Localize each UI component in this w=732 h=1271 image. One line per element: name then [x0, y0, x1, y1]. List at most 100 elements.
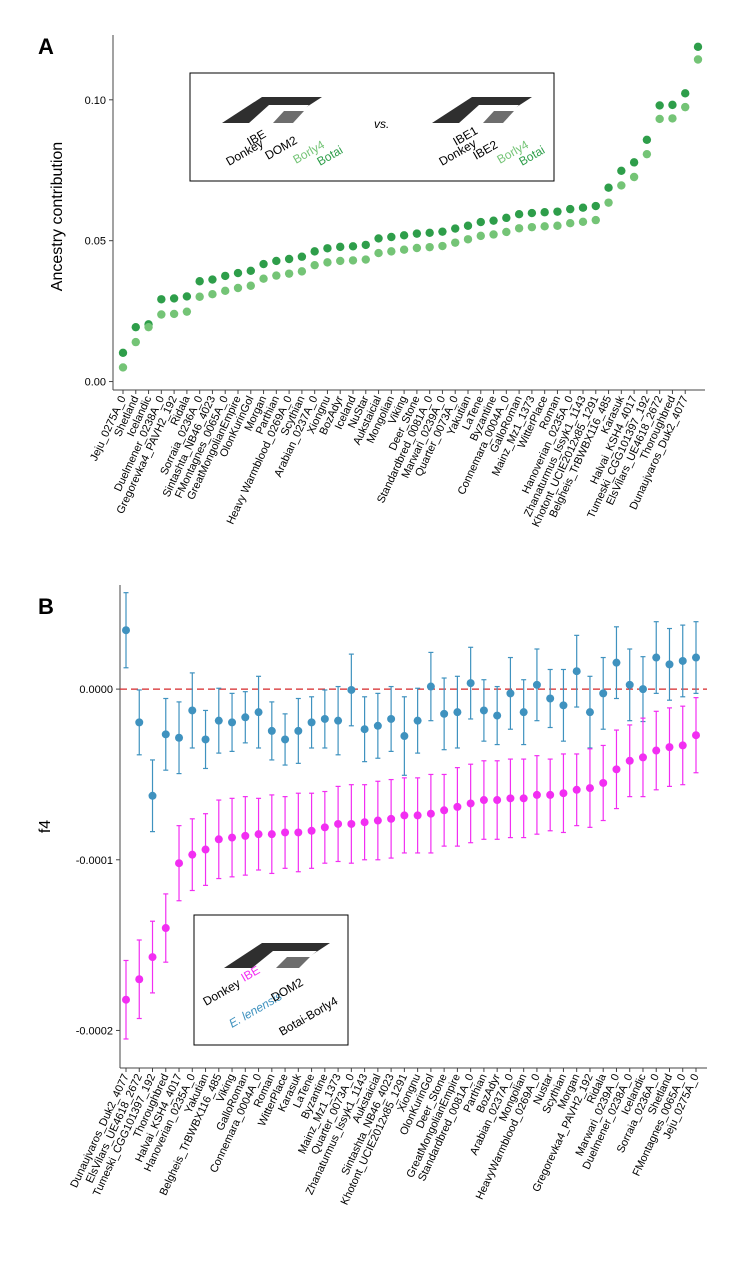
panel-a-point-dark — [438, 227, 447, 236]
panel-a-point-light — [387, 247, 396, 256]
panel-b-point-magenta — [281, 828, 290, 837]
panel-b-point-magenta — [493, 796, 502, 805]
panel-a-point-dark — [553, 207, 562, 216]
panel-a-point-light — [323, 258, 332, 267]
panel-b-point-magenta — [400, 811, 409, 820]
panel-a-point-dark — [655, 101, 664, 110]
panel-a-point-light — [284, 269, 294, 278]
panel-b-point-blue — [665, 660, 674, 669]
panel-a-point-light — [527, 222, 537, 232]
panel-b-point-magenta — [652, 746, 661, 755]
panel-a-point-light — [131, 337, 140, 347]
panel-b-point-blue — [572, 667, 581, 676]
panel-b-point-blue — [267, 726, 276, 735]
legend-a: Donkey IBE DOM2 Borly4 Botai vs. Donkey … — [189, 72, 555, 182]
panel-b-point-magenta — [665, 743, 674, 752]
panel-a-point-dark — [463, 221, 473, 230]
panel-a-point-light — [412, 243, 422, 253]
panel-b-point-magenta — [532, 790, 541, 799]
panel-a-point-light — [221, 286, 230, 296]
panel-b-point-blue — [440, 709, 449, 718]
panel-b-point-magenta — [599, 778, 608, 787]
panel-a-point-light — [272, 271, 281, 280]
panel-b-point-magenta — [214, 835, 223, 844]
panel-b-point-blue — [638, 685, 647, 694]
panel-a-point-light — [476, 231, 485, 241]
panel-a-point-light — [655, 114, 664, 124]
panel-b-point-magenta — [360, 818, 369, 827]
panel-a-point-light — [463, 235, 473, 244]
panel-b-point-magenta — [267, 830, 276, 839]
panel-a-point-dark — [157, 295, 166, 304]
panel-b-point-blue — [426, 682, 435, 691]
panel-a-point-dark — [182, 292, 192, 301]
panel-b-point-magenta — [678, 741, 687, 750]
panel-b-point-blue — [334, 716, 343, 725]
panel-b-point-blue — [559, 701, 568, 710]
panel-b-point-blue — [387, 714, 396, 723]
panel-a-point-dark — [221, 271, 230, 281]
panel-a-point-dark — [668, 100, 677, 110]
panel-b-point-blue — [320, 714, 329, 723]
panel-b-point-blue — [532, 680, 541, 689]
panel-a-point-dark — [412, 229, 422, 238]
panel-b-point-magenta — [201, 845, 210, 854]
panel-b-point-blue — [254, 708, 263, 717]
panel-b-point-blue — [135, 718, 144, 727]
panel-a-point-light — [451, 238, 460, 247]
panel-b-point-magenta — [625, 756, 634, 765]
panel-a-point-light — [399, 245, 409, 254]
panel-b-point-magenta — [559, 789, 568, 798]
panel-b-point-blue — [307, 718, 316, 727]
panel-b-point-magenta — [307, 826, 316, 835]
panel-b-point-magenta — [585, 784, 594, 793]
panel-b-y-tick-label: 0.0000 — [79, 684, 113, 696]
panel-a-point-light — [553, 221, 562, 230]
panel-a-point-dark — [361, 240, 370, 250]
legend-b-tree-icon — [224, 943, 330, 968]
panel-a-point-light — [195, 292, 204, 301]
legend-a-left-tree-icon — [222, 97, 322, 123]
panel-b-point-magenta — [135, 975, 144, 984]
panel-a-point-dark — [451, 224, 460, 233]
panel-b-point-magenta — [294, 828, 303, 837]
panel-a-y-tick-label: 0.00 — [85, 377, 106, 389]
panel-a-point-dark — [348, 242, 358, 251]
panel-b-point-blue — [360, 725, 369, 734]
panel-b-point-magenta — [546, 790, 555, 799]
panel-b-point-blue — [479, 706, 488, 715]
panel-b-point-magenta — [479, 796, 488, 805]
panel-a-point-dark — [399, 231, 409, 240]
panel-a-point-dark — [336, 242, 345, 252]
panel-a-point-dark — [297, 252, 307, 261]
panel-b-point-blue — [466, 679, 475, 688]
panel-a-point-light — [578, 217, 588, 226]
panel-a-point-dark — [578, 203, 588, 212]
panel-b-point-magenta — [373, 816, 382, 825]
panel-a-point-light — [438, 241, 447, 251]
panel-b-point-magenta — [122, 995, 130, 1004]
panel-b-point-blue — [506, 689, 515, 698]
panel-b-point-blue — [493, 711, 502, 720]
panel-a-point-dark — [387, 232, 396, 242]
panel-a-point-dark — [169, 294, 179, 303]
panel-a-point-light — [374, 248, 383, 258]
panel-a-point-dark — [617, 166, 626, 176]
panel-b-point-blue — [214, 716, 223, 725]
panel-a-point-dark — [246, 266, 255, 276]
panel-a-point-dark — [681, 89, 690, 98]
panel-a-point-light — [425, 242, 434, 252]
panel-a-point-light — [361, 255, 370, 264]
panel-a-point-light — [514, 224, 524, 233]
panel-a-point-dark — [642, 135, 652, 145]
panel-a-point-light — [591, 215, 600, 225]
panel-a-point-dark — [476, 217, 485, 227]
panel-b-point-magenta — [347, 819, 356, 828]
panel-b-point-blue — [122, 626, 130, 635]
panel-b-point-magenta — [175, 859, 184, 868]
panel-b-point-blue — [678, 656, 687, 665]
panel-b-point-blue — [161, 730, 170, 739]
panel-b-point-blue — [400, 732, 409, 741]
panel-b-point-blue — [612, 658, 621, 667]
panel-a-point-dark — [591, 201, 600, 211]
